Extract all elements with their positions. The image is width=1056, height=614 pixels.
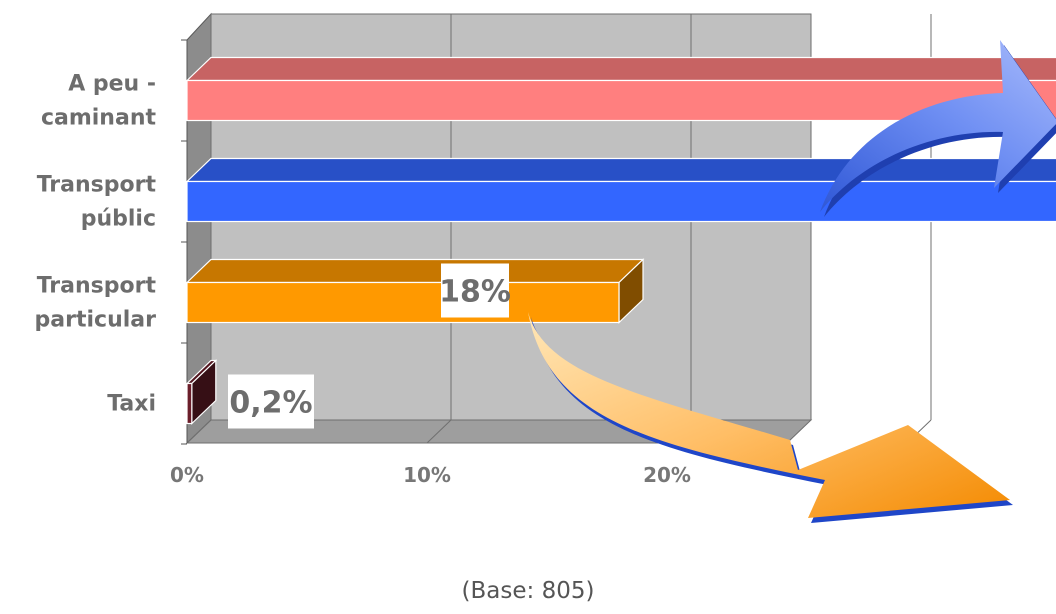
bar-front-face (186, 180, 1056, 223)
x-tick-label: 0% (170, 463, 204, 487)
category-label: particular (35, 308, 157, 333)
category-label: públic (81, 207, 156, 232)
bar-front-face (186, 382, 193, 425)
floor-gridline (186, 419, 212, 444)
data-label: 0,2% (228, 374, 314, 429)
data-label-text: 18% (439, 275, 511, 310)
bar-front-face (186, 79, 1056, 122)
category-label: Transport (37, 274, 157, 299)
bar-top-face (185, 258, 645, 284)
bar (185, 258, 645, 324)
floor-gridline (426, 419, 452, 444)
bar (185, 56, 1056, 122)
data-label-box (441, 263, 509, 318)
bar (185, 157, 1056, 223)
orange-arrow-decoration (528, 312, 1013, 523)
base-footnote: (Base: 805) (461, 578, 595, 604)
bar (185, 359, 218, 425)
category-labels: A peu - caminant Transport públic Transport p… (35, 72, 157, 417)
x-tick-label: 20% (643, 463, 691, 487)
category-label: caminant (41, 106, 157, 131)
data-label-text: 0,2% (229, 386, 312, 421)
x-tick-label: 10% (403, 463, 451, 487)
bar-front-face (186, 281, 620, 324)
data-label: 18% (439, 263, 511, 318)
category-label: Taxi (107, 392, 156, 417)
data-labels: 46%42%18%0,2% (228, 263, 511, 429)
category-label: Transport (37, 173, 157, 198)
bar-top-face (185, 56, 1056, 82)
category-label: A peu - (68, 72, 156, 97)
data-label-box (228, 374, 314, 429)
blue-arrow-decoration (820, 40, 1056, 217)
bar-top-face (185, 157, 1056, 183)
